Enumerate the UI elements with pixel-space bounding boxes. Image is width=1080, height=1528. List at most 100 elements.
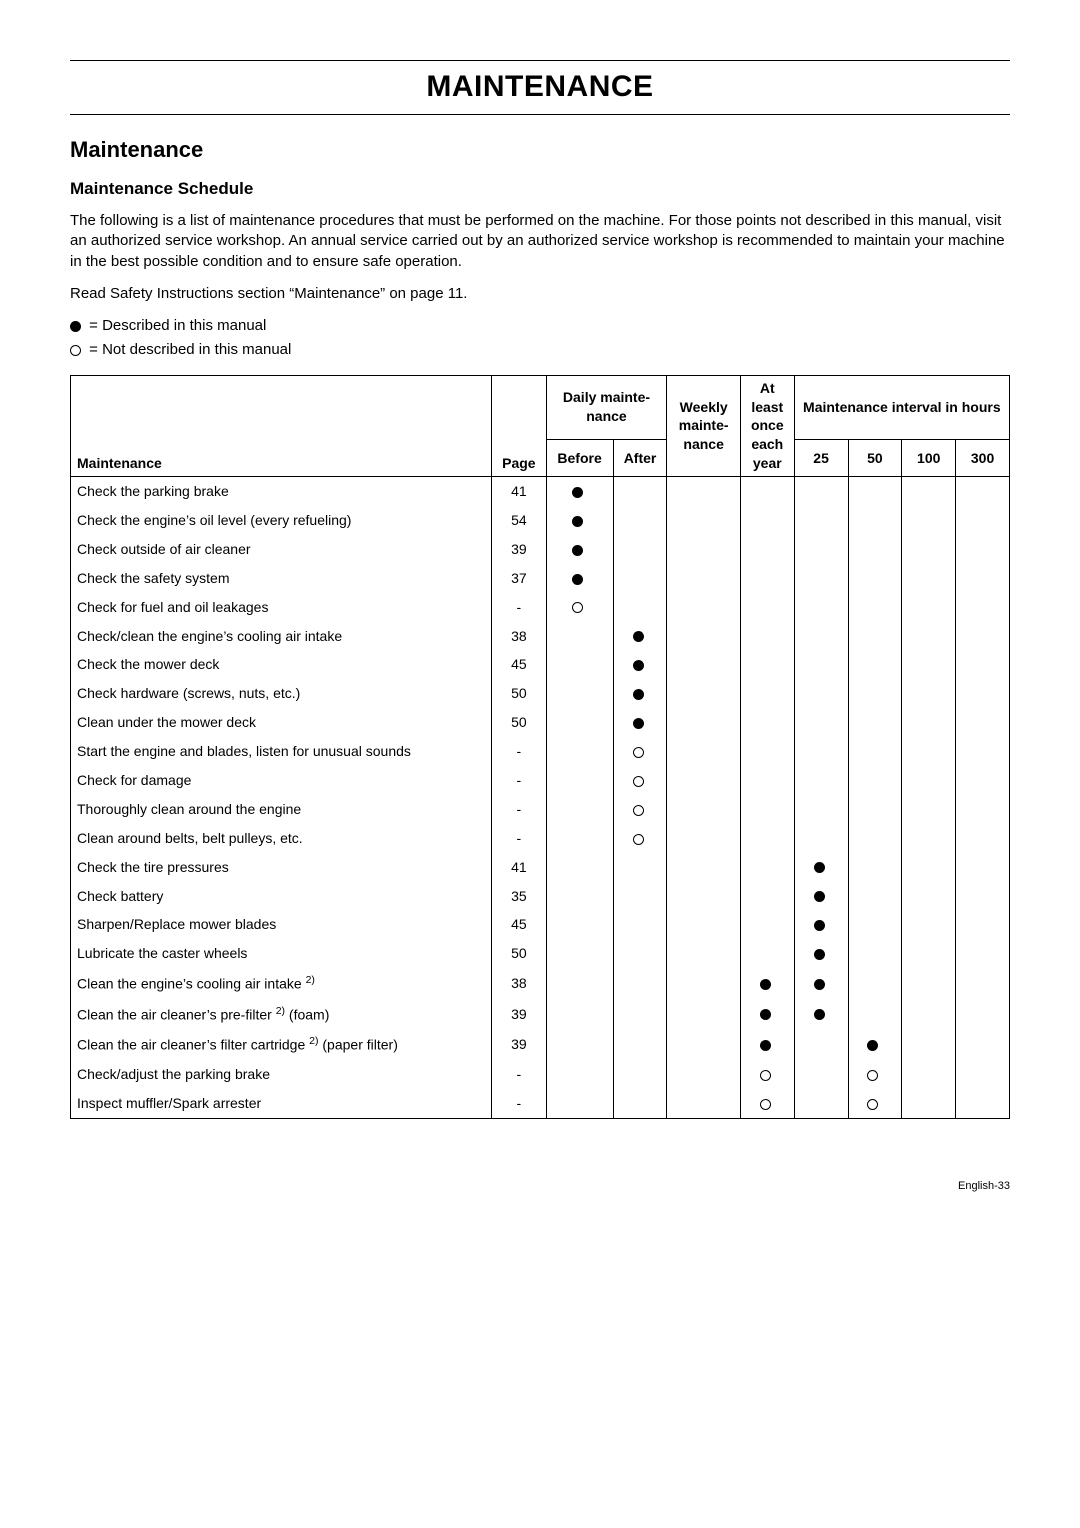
row-300 [956, 679, 1010, 708]
row-50 [848, 477, 902, 506]
row-25 [794, 708, 848, 737]
read-safety-line: Read Safety Instructions section “Mainte… [70, 284, 1010, 304]
row-25 [794, 622, 848, 651]
table-row: Check the safety system37 [71, 564, 1010, 593]
row-100 [902, 564, 956, 593]
row-page: 39 [492, 535, 546, 564]
row-yearly [740, 1060, 794, 1089]
filled-dot-icon [70, 321, 81, 332]
filled-dot-icon [760, 1009, 771, 1020]
row-300 [956, 622, 1010, 651]
table-row: Check the engine’s oil level (every refu… [71, 506, 1010, 535]
row-label: Check the tire pressures [71, 853, 492, 882]
open-dot-icon [867, 1070, 878, 1081]
row-page: - [492, 1060, 546, 1089]
maintenance-table: Maintenance Page Daily mainte-nance Week… [70, 375, 1010, 1119]
row-weekly [667, 535, 740, 564]
row-before [546, 477, 613, 506]
row-weekly [667, 679, 740, 708]
row-label: Check hardware (screws, nuts, etc.) [71, 679, 492, 708]
row-weekly [667, 766, 740, 795]
row-after [613, 737, 667, 766]
filled-dot-icon [867, 1040, 878, 1051]
row-100 [902, 824, 956, 853]
col-yearly: At least once each year [740, 375, 794, 476]
row-label: Check the mower deck [71, 650, 492, 679]
row-25 [794, 968, 848, 999]
row-weekly [667, 853, 740, 882]
row-before [546, 1029, 613, 1060]
table-row: Check for damage- [71, 766, 1010, 795]
row-25 [794, 824, 848, 853]
row-25 [794, 535, 848, 564]
page-footer: English-33 [70, 1179, 1010, 1194]
row-yearly [740, 968, 794, 999]
subsection-title: Maintenance Schedule [70, 178, 1010, 201]
filled-dot-icon [572, 545, 583, 556]
row-label: Clean the engine’s cooling air intake 2) [71, 968, 492, 999]
row-after [613, 535, 667, 564]
row-100 [902, 535, 956, 564]
row-100 [902, 1060, 956, 1089]
table-row: Sharpen/Replace mower blades45 [71, 910, 1010, 939]
table-row: Check the parking brake41 [71, 477, 1010, 506]
row-25 [794, 593, 848, 622]
filled-dot-icon [633, 718, 644, 729]
row-label: Check for damage [71, 766, 492, 795]
row-page: 39 [492, 1029, 546, 1060]
row-50 [848, 824, 902, 853]
row-before [546, 622, 613, 651]
row-weekly [667, 910, 740, 939]
row-yearly [740, 506, 794, 535]
row-page: - [492, 766, 546, 795]
filled-dot-icon [814, 949, 825, 960]
row-50 [848, 999, 902, 1030]
row-25 [794, 1089, 848, 1118]
row-100 [902, 622, 956, 651]
page-title: MAINTENANCE [70, 67, 1010, 108]
row-300 [956, 795, 1010, 824]
row-50 [848, 910, 902, 939]
filled-dot-icon [814, 891, 825, 902]
table-row: Check/adjust the parking brake- [71, 1060, 1010, 1089]
row-after [613, 679, 667, 708]
row-300 [956, 968, 1010, 999]
open-dot-icon [633, 747, 644, 758]
row-after [613, 910, 667, 939]
title-underline [70, 114, 1010, 115]
row-25 [794, 1060, 848, 1089]
row-weekly [667, 824, 740, 853]
row-50 [848, 506, 902, 535]
row-25 [794, 853, 848, 882]
row-100 [902, 477, 956, 506]
legend-not-described-text: = Not described in this manual [85, 341, 291, 358]
row-after [613, 968, 667, 999]
row-label: Check/adjust the parking brake [71, 1060, 492, 1089]
row-page: 50 [492, 939, 546, 968]
row-page: - [492, 737, 546, 766]
row-after [613, 1060, 667, 1089]
row-yearly [740, 939, 794, 968]
row-after [613, 506, 667, 535]
row-100 [902, 708, 956, 737]
row-weekly [667, 1029, 740, 1060]
row-yearly [740, 1089, 794, 1118]
col-maintenance: Maintenance [71, 375, 492, 476]
row-25 [794, 564, 848, 593]
row-50 [848, 564, 902, 593]
row-label: Check the safety system [71, 564, 492, 593]
filled-dot-icon [760, 1040, 771, 1051]
top-rule [70, 60, 1010, 61]
row-yearly [740, 535, 794, 564]
row-25 [794, 910, 848, 939]
row-50 [848, 1089, 902, 1118]
row-weekly [667, 650, 740, 679]
open-dot-icon [867, 1099, 878, 1110]
filled-dot-icon [572, 574, 583, 585]
legend-described-text: = Described in this manual [85, 317, 266, 334]
row-before [546, 795, 613, 824]
row-yearly [740, 650, 794, 679]
table-row: Check hardware (screws, nuts, etc.)50 [71, 679, 1010, 708]
row-weekly [667, 506, 740, 535]
row-100 [902, 650, 956, 679]
